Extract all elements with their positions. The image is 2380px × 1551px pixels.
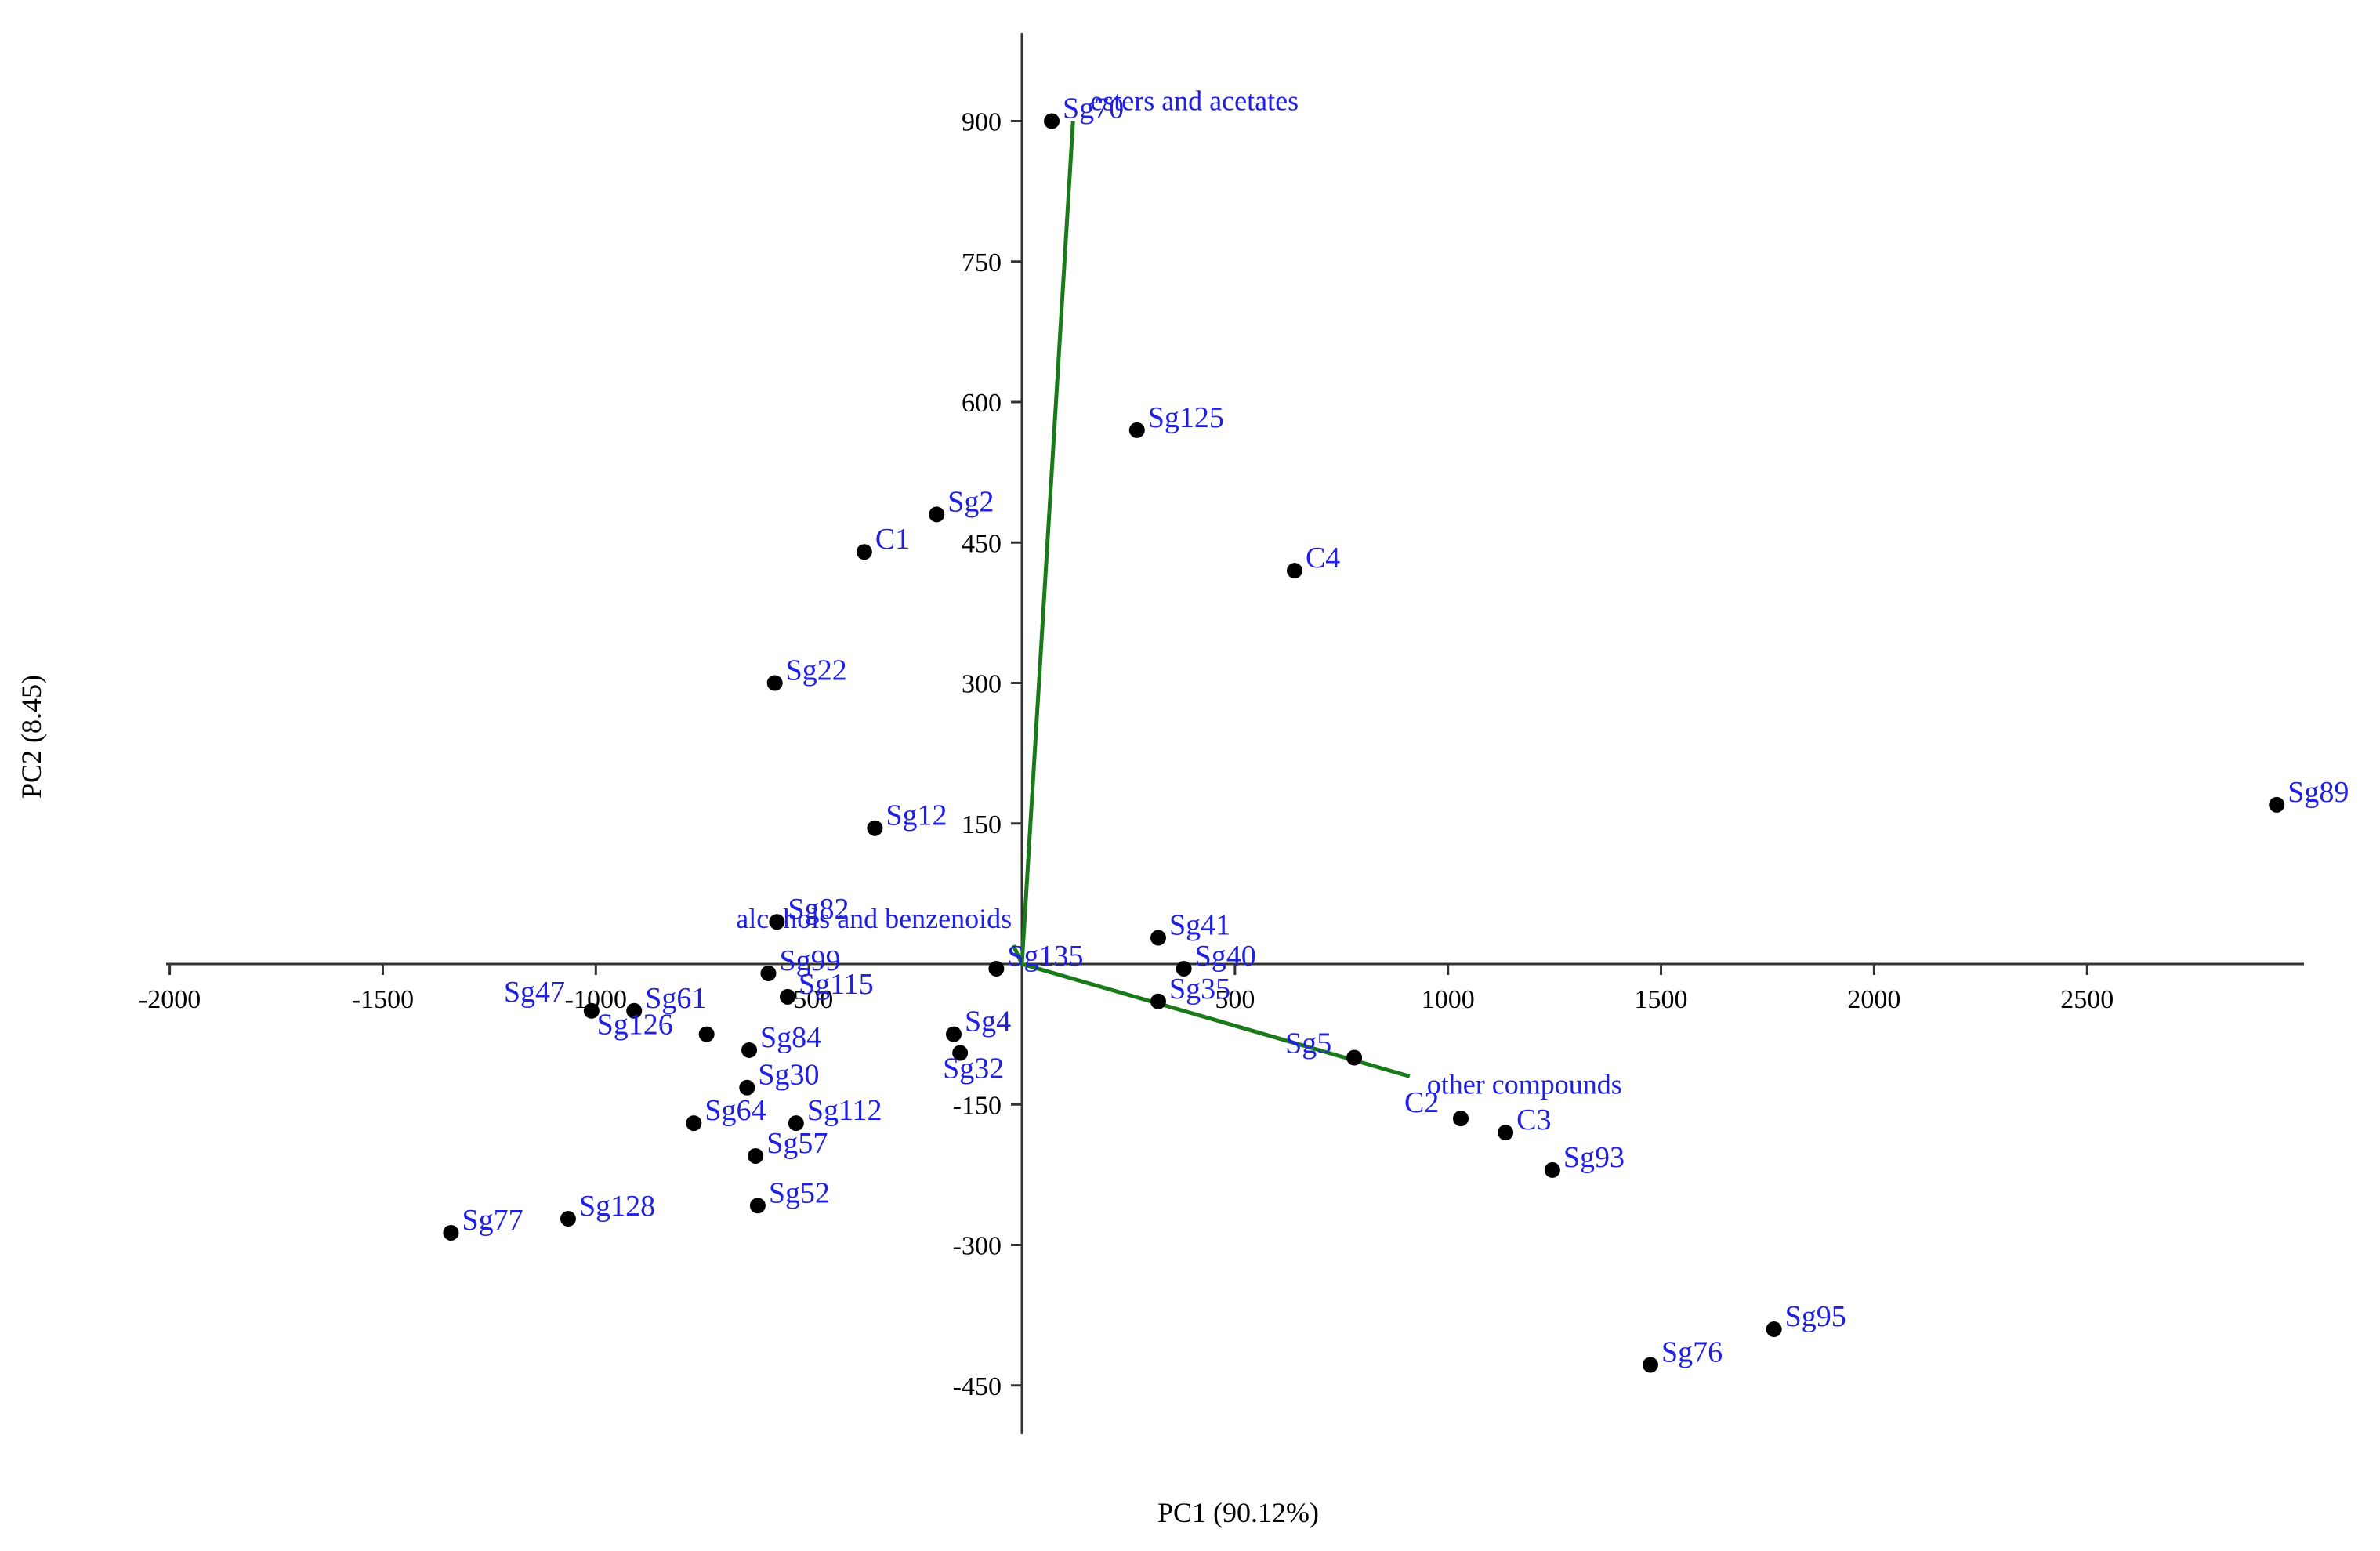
data-point [686, 1115, 702, 1132]
data-point [739, 1079, 755, 1096]
loading-vector-line [1011, 944, 1024, 966]
data-point [929, 506, 945, 523]
data-point-label: C1 [875, 523, 910, 556]
score-points: Sg70 Sg125 Sg2 C1 C4 Sg22 Sg12 Sg89 Sg82 Sg41 Sg99… [443, 92, 2349, 1373]
data-point-label: Sg89 [2288, 776, 2349, 809]
data-point [779, 988, 795, 1005]
y-tick-label: 150 [962, 810, 1002, 839]
data-point-label: Sg99 [779, 944, 840, 977]
y-tick-label: 450 [962, 529, 1002, 558]
data-point [1498, 1125, 1514, 1141]
data-point-label: Sg30 [758, 1059, 819, 1092]
data-point-label: Sg47 [504, 976, 565, 1009]
data-point-label: Sg2 [947, 485, 994, 518]
data-point-label: Sg5 [1285, 1027, 1331, 1060]
data-point-label: Sg112 [807, 1094, 882, 1127]
data-point [952, 1045, 969, 1061]
x-tick-label: 2000 [1847, 985, 1900, 1014]
x-axis-title: PC1 (90.12%) [1157, 1497, 1319, 1528]
data-point-label: Sg32 [943, 1053, 1004, 1085]
data-point [748, 1147, 764, 1164]
data-point [856, 544, 872, 560]
data-point [766, 675, 783, 691]
data-point [1150, 930, 1166, 946]
data-point-label: Sg57 [766, 1127, 828, 1160]
data-point [788, 1115, 804, 1132]
data-point [1346, 1049, 1363, 1066]
data-point [560, 1211, 576, 1227]
y-tick-label: -450 [953, 1372, 1002, 1401]
data-point [741, 1042, 758, 1058]
loading-vector-line [1021, 962, 1411, 1078]
loading-vector-label: other compounds [1427, 1068, 1622, 1100]
data-point-label: Sg61 [645, 982, 706, 1015]
y-tick-label: 300 [962, 670, 1002, 699]
data-point-label: Sg115 [799, 968, 874, 1001]
data-point [1176, 960, 1192, 977]
data-point [443, 1224, 459, 1241]
data-point-label: C4 [1306, 542, 1340, 574]
data-point [867, 820, 883, 836]
data-point-label: C2 [1404, 1086, 1439, 1119]
y-tick-label: 900 [962, 108, 1002, 137]
y-tick-label: 600 [962, 389, 1002, 418]
data-point [760, 965, 777, 981]
data-point-label: Sg126 [597, 1009, 673, 1042]
data-point-label: Sg52 [769, 1176, 830, 1209]
data-point-label: Sg40 [1195, 940, 1256, 973]
data-point [1044, 113, 1060, 129]
data-point-label: Sg128 [579, 1190, 655, 1223]
x-tick-label: 2500 [2060, 985, 2114, 1014]
data-point [1150, 993, 1166, 1009]
data-point-label: Sg4 [965, 1006, 1011, 1038]
data-point-label: Sg95 [1785, 1300, 1846, 1333]
data-point-label: Sg12 [886, 799, 947, 832]
data-point-label: Sg22 [786, 654, 847, 687]
data-point [1286, 563, 1302, 579]
data-point-label: Sg82 [788, 893, 849, 926]
data-point-label: Sg84 [760, 1021, 821, 1054]
x-tick-label: 1500 [1635, 985, 1688, 1014]
x-tick-label: -1500 [352, 985, 414, 1014]
data-point-label: Sg64 [705, 1094, 766, 1127]
data-point-label: Sg93 [1563, 1141, 1625, 1174]
data-point [749, 1198, 766, 1214]
data-point [1453, 1111, 1469, 1127]
y-axis-title: PC2 (8.45) [16, 675, 47, 799]
data-point [769, 914, 785, 930]
data-point-label: Sg77 [462, 1204, 523, 1237]
data-point [1642, 1357, 1658, 1373]
axes: -2000 -1500 -1000 -500 500 1000 1500 2000 250090… [139, 33, 2304, 1434]
data-point [988, 960, 1005, 977]
data-point-label: Sg135 [1007, 940, 1083, 973]
data-point [698, 1026, 715, 1042]
x-tick-label: -2000 [139, 985, 201, 1014]
data-point-label: Sg76 [1661, 1335, 1723, 1368]
data-point [1766, 1321, 1782, 1338]
data-point-label: Sg41 [1169, 909, 1230, 942]
data-point [2269, 796, 2285, 813]
loading-vector-label: esters and acetates [1090, 85, 1299, 117]
data-point [583, 1002, 600, 1019]
data-point-label: Sg70 [1063, 92, 1124, 125]
loading-vector-line [1020, 121, 1075, 965]
x-tick-label: 1000 [1422, 985, 1475, 1014]
data-point [1128, 422, 1145, 438]
data-point [626, 1002, 643, 1019]
data-point [1544, 1161, 1560, 1178]
y-tick-label: -300 [953, 1232, 1002, 1261]
y-tick-label: -150 [953, 1091, 1002, 1120]
x-tick-label: 500 [1215, 985, 1255, 1014]
data-point-label: Sg35 [1169, 973, 1230, 1006]
y-tick-label: 750 [962, 248, 1002, 277]
data-point-label: Sg125 [1148, 401, 1224, 434]
data-point [946, 1026, 962, 1042]
data-point-label: C3 [1516, 1103, 1551, 1136]
